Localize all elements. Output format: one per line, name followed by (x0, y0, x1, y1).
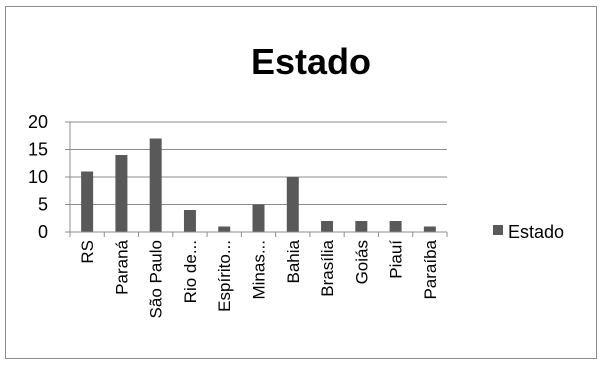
legend-swatch (493, 225, 503, 235)
axes (65, 121, 448, 237)
chart-frame (5, 6, 597, 359)
x-category-label: São Paulo (147, 240, 166, 318)
x-category-label: Goiás (352, 240, 371, 284)
y-tick-label: 15 (28, 140, 48, 160)
bar (321, 221, 334, 232)
bars (81, 138, 436, 232)
y-tick-label: 10 (28, 167, 48, 187)
bar (218, 226, 231, 232)
bar (389, 221, 402, 232)
x-category-label: Minas... (250, 240, 269, 300)
y-tick-label: 5 (38, 195, 48, 215)
bar (149, 138, 162, 232)
x-category-label: Espírito... (215, 240, 234, 312)
bar (183, 210, 196, 232)
x-category-label: RS (78, 240, 97, 264)
bar (252, 204, 265, 232)
bar (115, 155, 128, 232)
chart-title: Estado (251, 41, 371, 82)
y-tick-label: 0 (38, 222, 48, 242)
y-tick-label: 20 (28, 112, 48, 132)
y-tick-labels: 0 5 10 15 20 (28, 112, 48, 242)
legend-label: Estado (508, 222, 564, 242)
bar (355, 221, 368, 232)
x-category-labels: RS Paraná São Paulo Rio de... Espírito... Min… (78, 239, 440, 318)
x-category-label: Piauí (387, 240, 406, 279)
x-category-label: Bahia (284, 239, 303, 283)
bar (423, 226, 436, 232)
x-category-label: Brasília (318, 239, 337, 296)
x-category-label: Paraíba (421, 239, 440, 299)
bar (81, 171, 94, 232)
x-category-label: Paraná (112, 239, 131, 294)
x-category-label: Rio de... (181, 240, 200, 303)
legend: Estado (493, 222, 564, 242)
bar (286, 177, 299, 232)
